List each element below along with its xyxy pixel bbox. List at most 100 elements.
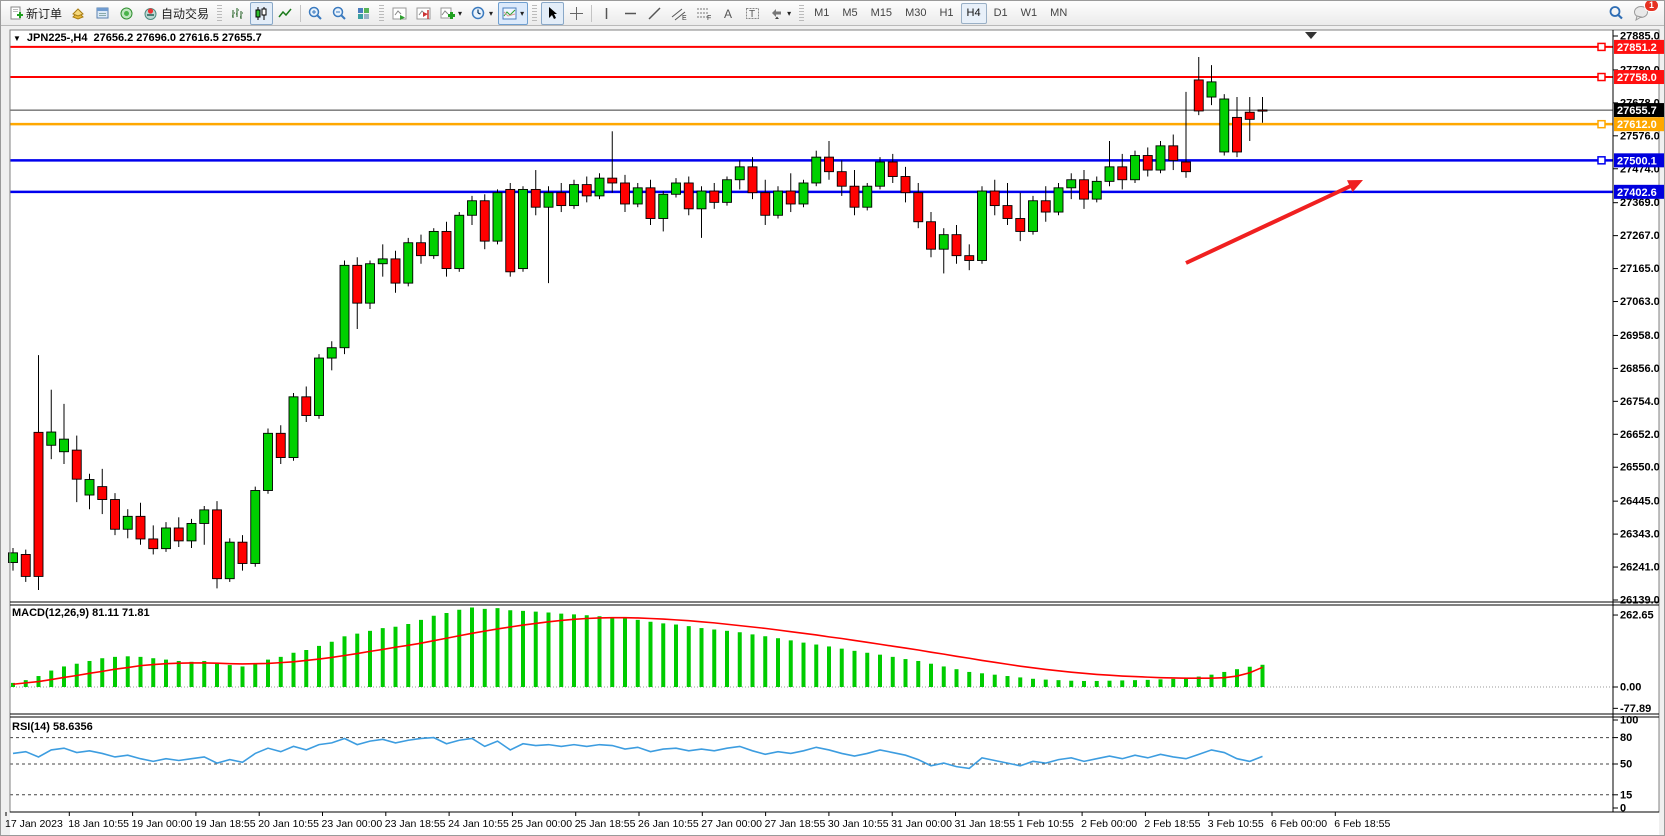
horizontal-line-button[interactable] bbox=[619, 2, 642, 25]
indicators-dropdown[interactable]: ▾ bbox=[436, 2, 466, 25]
search-icon bbox=[1608, 5, 1624, 21]
candle-body bbox=[275, 432, 286, 458]
candle-body bbox=[594, 177, 605, 197]
timeframe-MN[interactable]: MN bbox=[1050, 7, 1068, 19]
price-line-label: 27758.0 bbox=[1617, 72, 1657, 84]
chart-bars-button[interactable] bbox=[226, 2, 249, 25]
candle-body bbox=[1232, 116, 1242, 153]
candle-body bbox=[518, 188, 528, 270]
price-line-label-box[interactable] bbox=[1614, 184, 1664, 199]
timeframe-D1[interactable]: D1 bbox=[993, 7, 1008, 19]
navigator-button[interactable] bbox=[115, 2, 138, 25]
arrows-tool-icon bbox=[769, 6, 784, 21]
candle-body bbox=[645, 187, 656, 219]
arrows-dropdown[interactable]: ▾ bbox=[765, 2, 795, 25]
candle-body bbox=[760, 192, 771, 216]
price-line-label-box[interactable] bbox=[1614, 153, 1664, 168]
chart-window[interactable]: 27885.027780.027678.027576.027474.027369… bbox=[1, 26, 1665, 836]
time-axis-label: 26 Jan 10:55 bbox=[638, 818, 699, 830]
time-axis-label: 2 Feb 00:00 bbox=[1081, 818, 1137, 830]
candle-body bbox=[1193, 79, 1204, 112]
price-line-label-box[interactable] bbox=[1614, 70, 1664, 85]
data-window-button[interactable] bbox=[91, 2, 114, 25]
candle-body bbox=[900, 176, 911, 194]
notifications-button[interactable]: 1 bbox=[1629, 1, 1659, 25]
cursor-button[interactable] bbox=[541, 1, 565, 25]
price-line-label: 27402.6 bbox=[1617, 187, 1657, 199]
cursor-icon bbox=[545, 6, 560, 21]
price-line-marker[interactable] bbox=[1597, 42, 1606, 52]
vertical-line-button[interactable] bbox=[595, 2, 618, 25]
price-line-label-box[interactable] bbox=[1614, 39, 1664, 54]
candlestick-icon bbox=[254, 6, 269, 21]
zoom-in-button[interactable] bbox=[304, 2, 327, 25]
channel-button[interactable]: E bbox=[667, 2, 691, 25]
price-line-marker[interactable] bbox=[1597, 156, 1606, 165]
crosshair-button[interactable] bbox=[565, 2, 588, 25]
toolbar-grip bbox=[217, 4, 223, 22]
periods-dropdown[interactable]: ▾ bbox=[467, 2, 497, 25]
chart-line-button[interactable] bbox=[274, 2, 297, 25]
time-axis-label: 19 Jan 00:00 bbox=[132, 818, 193, 830]
price-line-marker[interactable] bbox=[1597, 72, 1606, 82]
autotrading-button[interactable]: 自动交易 bbox=[139, 2, 213, 25]
timeframe-M5[interactable]: M5 bbox=[842, 7, 858, 19]
candle-body bbox=[8, 552, 18, 563]
candle-body bbox=[1206, 81, 1217, 98]
price-line-label-box[interactable] bbox=[1614, 103, 1664, 118]
vertical-line-icon bbox=[599, 6, 614, 21]
text-label-button[interactable]: T bbox=[741, 2, 764, 25]
horizontal-line-icon bbox=[623, 6, 638, 21]
annotation-arrow-shaft[interactable] bbox=[1185, 182, 1356, 265]
timeframe-H1[interactable]: H1 bbox=[939, 7, 954, 19]
auto-scroll-button[interactable] bbox=[388, 2, 411, 25]
candle-body bbox=[390, 258, 401, 284]
chart-shift-icon bbox=[416, 6, 431, 21]
candle-body bbox=[938, 234, 949, 250]
fibonacci-button[interactable]: F bbox=[692, 2, 716, 25]
clock-icon bbox=[471, 6, 486, 21]
time-axis-label: 31 Jan 00:00 bbox=[891, 818, 952, 830]
price-line-label: 27851.2 bbox=[1617, 42, 1657, 54]
candle-body bbox=[824, 156, 834, 173]
candle-body bbox=[263, 432, 273, 491]
chart-shift-marker[interactable] bbox=[1305, 32, 1317, 39]
candle-body bbox=[428, 230, 439, 257]
chart-candles-button[interactable] bbox=[250, 1, 274, 25]
candle-body bbox=[148, 538, 159, 550]
time-axis-label: 6 Feb 18:55 bbox=[1334, 818, 1390, 830]
chart-shift-button[interactable] bbox=[412, 2, 435, 25]
zoom-out-icon bbox=[332, 6, 347, 21]
toolbar: 新订单 自动交易 bbox=[1, 1, 1664, 26]
candle-body bbox=[632, 187, 643, 205]
chart-canvas[interactable]: 27885.027780.027678.027576.027474.027369… bbox=[1, 26, 1665, 836]
price-line-marker[interactable] bbox=[1597, 119, 1606, 129]
time-axis-label: 6 Feb 00:00 bbox=[1271, 818, 1327, 830]
new-order-icon bbox=[9, 6, 23, 20]
annotation-arrow-head[interactable] bbox=[1347, 180, 1363, 193]
timeframe-H4[interactable]: H4 bbox=[960, 2, 987, 24]
timeframe-M15[interactable]: M15 bbox=[870, 7, 893, 19]
templates-dropdown[interactable]: ▾ bbox=[498, 1, 529, 25]
candle-body bbox=[887, 161, 898, 177]
market-watch-button[interactable] bbox=[67, 2, 90, 25]
trendline-button[interactable] bbox=[643, 2, 666, 25]
candle-body bbox=[1181, 161, 1191, 173]
text-button[interactable]: A bbox=[717, 2, 740, 25]
timeframe-M1[interactable]: M1 bbox=[814, 7, 830, 19]
macd-axis-label: 262.65 bbox=[1620, 610, 1654, 622]
timeframe-W1[interactable]: W1 bbox=[1020, 7, 1038, 19]
candle-body bbox=[1155, 145, 1166, 171]
timeframe-M30[interactable]: M30 bbox=[905, 7, 927, 19]
tile-windows-button[interactable] bbox=[352, 2, 375, 25]
candle-body bbox=[122, 515, 133, 530]
price-line-label-box[interactable] bbox=[1614, 117, 1664, 132]
candle-body bbox=[773, 190, 783, 216]
new-order-button[interactable]: 新订单 bbox=[5, 2, 66, 25]
market-watch-icon bbox=[71, 6, 86, 21]
search-button[interactable] bbox=[1604, 2, 1628, 25]
svg-text:F: F bbox=[707, 15, 711, 21]
macd-axis-label: -77.89 bbox=[1620, 703, 1651, 715]
price-axis-label: 26652.0 bbox=[1620, 429, 1660, 441]
zoom-out-button[interactable] bbox=[328, 2, 351, 25]
